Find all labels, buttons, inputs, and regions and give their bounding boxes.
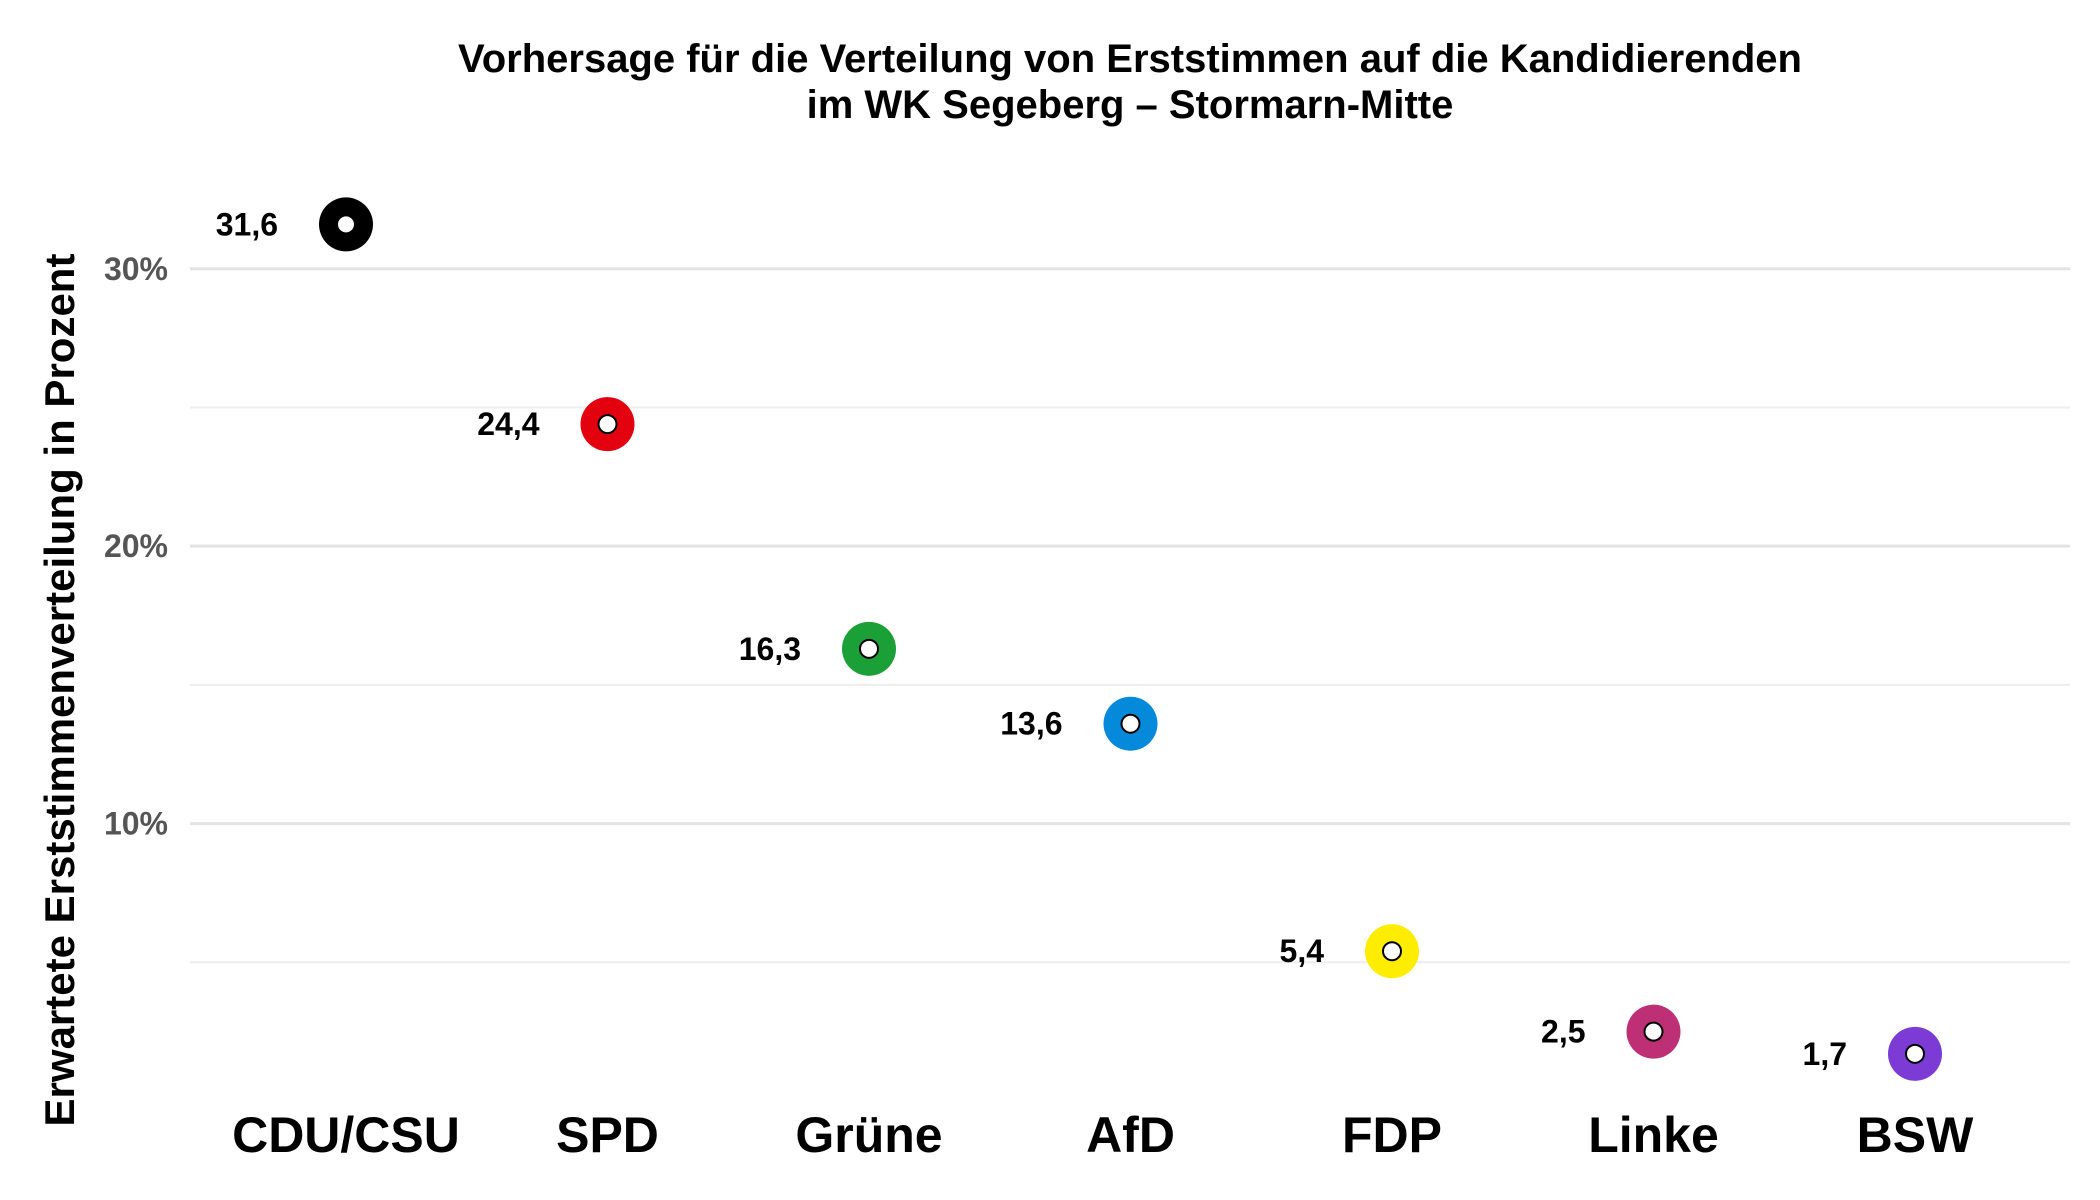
chart-title-line-2: im WK Segeberg – Stormarn-Mitte (807, 83, 1454, 127)
x-tick-label: BSW (1857, 1107, 1974, 1163)
data-point-center (336, 214, 356, 235)
x-tick-label: Linke (1588, 1107, 1719, 1163)
y-axis-label: Erwartete Erststimmenverteilung in Proze… (36, 254, 83, 1127)
y-tick-label: 30% (104, 251, 168, 287)
x-tick-label: FDP (1342, 1107, 1442, 1163)
data-label: 13,6 (1000, 706, 1062, 742)
chart-title-line-1: Vorhersage für die Verteilung von Erstst… (458, 37, 1802, 81)
data-label: 16,3 (739, 631, 801, 667)
data-label: 31,6 (216, 206, 278, 242)
y-tick-labels: 10% 20% 30% (104, 251, 168, 842)
data-point-center (1643, 1021, 1664, 1042)
data-point-center (1120, 713, 1141, 734)
x-tick-labels: CDU/CSU SPD Grüne AfD FDP Linke BSW (232, 1107, 1974, 1163)
data-point-center (597, 414, 618, 435)
data-label: 24,4 (477, 406, 539, 442)
data-point-center (1382, 941, 1402, 962)
gridlines (190, 267, 2070, 964)
y-tick-label: 10% (104, 806, 168, 842)
data-point-center (859, 638, 879, 659)
x-tick-label: SPD (556, 1107, 659, 1163)
data-label: 1,7 (1803, 1036, 1847, 1072)
x-tick-label: AfD (1086, 1107, 1175, 1163)
data-point-center (1905, 1043, 1925, 1064)
data-points: 31,6 24,4 16,3 13,6 5,4 2,5 1,7 (216, 197, 1942, 1081)
y-tick-label: 20% (104, 528, 168, 564)
x-tick-label: CDU/CSU (232, 1107, 460, 1163)
data-label: 5,4 (1280, 933, 1325, 969)
x-tick-label: Grüne (795, 1107, 942, 1163)
data-label: 2,5 (1541, 1014, 1585, 1050)
